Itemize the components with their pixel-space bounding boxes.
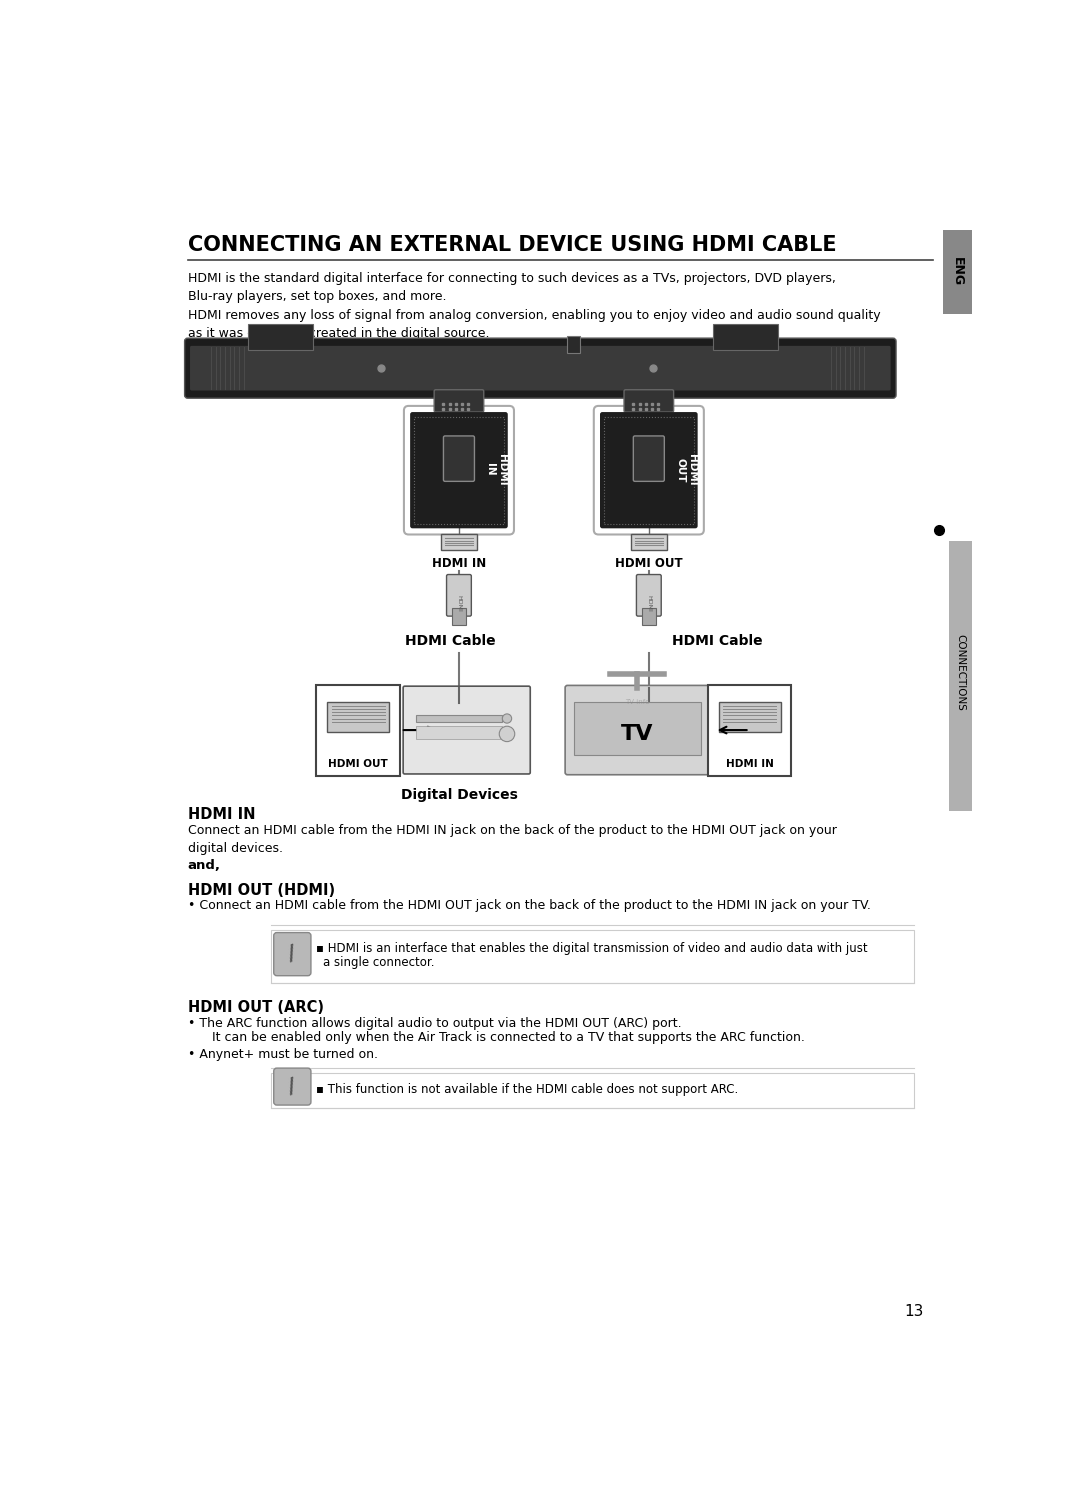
FancyBboxPatch shape <box>642 609 656 625</box>
Text: HDMI removes any loss of signal from analog conversion, enabling you to enjoy vi: HDMI removes any loss of signal from ana… <box>188 308 880 340</box>
FancyBboxPatch shape <box>943 229 972 314</box>
FancyBboxPatch shape <box>248 325 313 350</box>
FancyBboxPatch shape <box>624 390 674 411</box>
Circle shape <box>502 714 512 723</box>
FancyBboxPatch shape <box>565 685 710 775</box>
Text: HDMI
OUT: HDMI OUT <box>675 453 697 486</box>
Text: ▪ HDMI is an interface that enables the digital transmission of video and audio : ▪ HDMI is an interface that enables the … <box>315 942 867 954</box>
Text: HDMI OUT: HDMI OUT <box>615 557 683 570</box>
FancyBboxPatch shape <box>600 411 698 528</box>
FancyBboxPatch shape <box>271 1073 914 1109</box>
Text: Digital Devices: Digital Devices <box>401 788 517 802</box>
FancyBboxPatch shape <box>273 932 311 975</box>
FancyBboxPatch shape <box>273 1068 311 1106</box>
Text: and,: and, <box>188 859 220 872</box>
Text: HDMI
IN: HDMI IN <box>485 453 507 486</box>
FancyBboxPatch shape <box>434 390 484 411</box>
FancyBboxPatch shape <box>594 405 704 534</box>
Text: • Anynet+ must be turned on.: • Anynet+ must be turned on. <box>188 1049 378 1061</box>
Text: HDMI OUT (ARC): HDMI OUT (ARC) <box>188 1001 324 1016</box>
Text: ENG: ENG <box>950 257 963 286</box>
FancyBboxPatch shape <box>633 435 664 482</box>
Text: /: / <box>286 1076 299 1097</box>
Text: It can be enabled only when the Air Track is connected to a TV that supports the: It can be enabled only when the Air Trac… <box>213 1031 806 1044</box>
FancyBboxPatch shape <box>271 931 914 983</box>
FancyBboxPatch shape <box>707 685 792 775</box>
FancyBboxPatch shape <box>567 335 580 353</box>
FancyBboxPatch shape <box>190 346 891 390</box>
FancyBboxPatch shape <box>416 715 501 723</box>
Text: HDMI: HDMI <box>457 594 461 612</box>
FancyBboxPatch shape <box>404 405 514 534</box>
FancyBboxPatch shape <box>316 685 400 775</box>
Text: Connect an HDMI cable from the HDMI IN jack on the back of the product to the HD: Connect an HDMI cable from the HDMI IN j… <box>188 824 837 856</box>
Text: TV info: TV info <box>625 699 649 705</box>
Text: TV: TV <box>621 724 653 744</box>
FancyBboxPatch shape <box>416 726 502 739</box>
Text: a single connector.: a single connector. <box>323 956 435 969</box>
Text: CONNECTING AN EXTERNAL DEVICE USING HDMI CABLE: CONNECTING AN EXTERNAL DEVICE USING HDMI… <box>188 235 836 254</box>
FancyBboxPatch shape <box>636 574 661 616</box>
Text: HDMI OUT (HDMI): HDMI OUT (HDMI) <box>188 883 335 898</box>
FancyBboxPatch shape <box>403 687 530 773</box>
FancyBboxPatch shape <box>444 435 474 482</box>
Text: HDMI: HDMI <box>646 594 651 612</box>
FancyBboxPatch shape <box>713 325 779 350</box>
FancyBboxPatch shape <box>631 534 666 551</box>
Text: HDMI IN: HDMI IN <box>188 806 255 823</box>
FancyBboxPatch shape <box>446 574 471 616</box>
FancyBboxPatch shape <box>410 411 508 528</box>
Text: • Connect an HDMI cable from the HDMI OUT jack on the back of the product to the: • Connect an HDMI cable from the HDMI OU… <box>188 899 870 913</box>
FancyBboxPatch shape <box>327 702 389 732</box>
FancyBboxPatch shape <box>451 609 465 625</box>
Text: HDMI Cable: HDMI Cable <box>405 634 496 648</box>
FancyBboxPatch shape <box>573 702 701 754</box>
Text: ▪ This function is not available if the HDMI cable does not support ARC.: ▪ This function is not available if the … <box>315 1083 738 1097</box>
Text: HDMI IN: HDMI IN <box>432 557 486 570</box>
FancyBboxPatch shape <box>718 702 781 732</box>
Circle shape <box>499 726 515 742</box>
Text: • The ARC function allows digital audio to output via the HDMI OUT (ARC) port.: • The ARC function allows digital audio … <box>188 1017 681 1031</box>
Text: /: / <box>286 944 299 965</box>
FancyBboxPatch shape <box>441 534 476 551</box>
Text: CONNECTIONS: CONNECTIONS <box>956 634 966 711</box>
Text: HDMI IN: HDMI IN <box>726 758 773 769</box>
FancyBboxPatch shape <box>185 338 896 398</box>
Text: HDMI is the standard digital interface for connecting to such devices as a TVs, : HDMI is the standard digital interface f… <box>188 272 836 302</box>
Text: HDMI OUT: HDMI OUT <box>328 758 388 769</box>
Text: HDMI Cable: HDMI Cable <box>672 634 762 648</box>
Text: 13: 13 <box>904 1303 923 1318</box>
FancyBboxPatch shape <box>948 542 972 811</box>
